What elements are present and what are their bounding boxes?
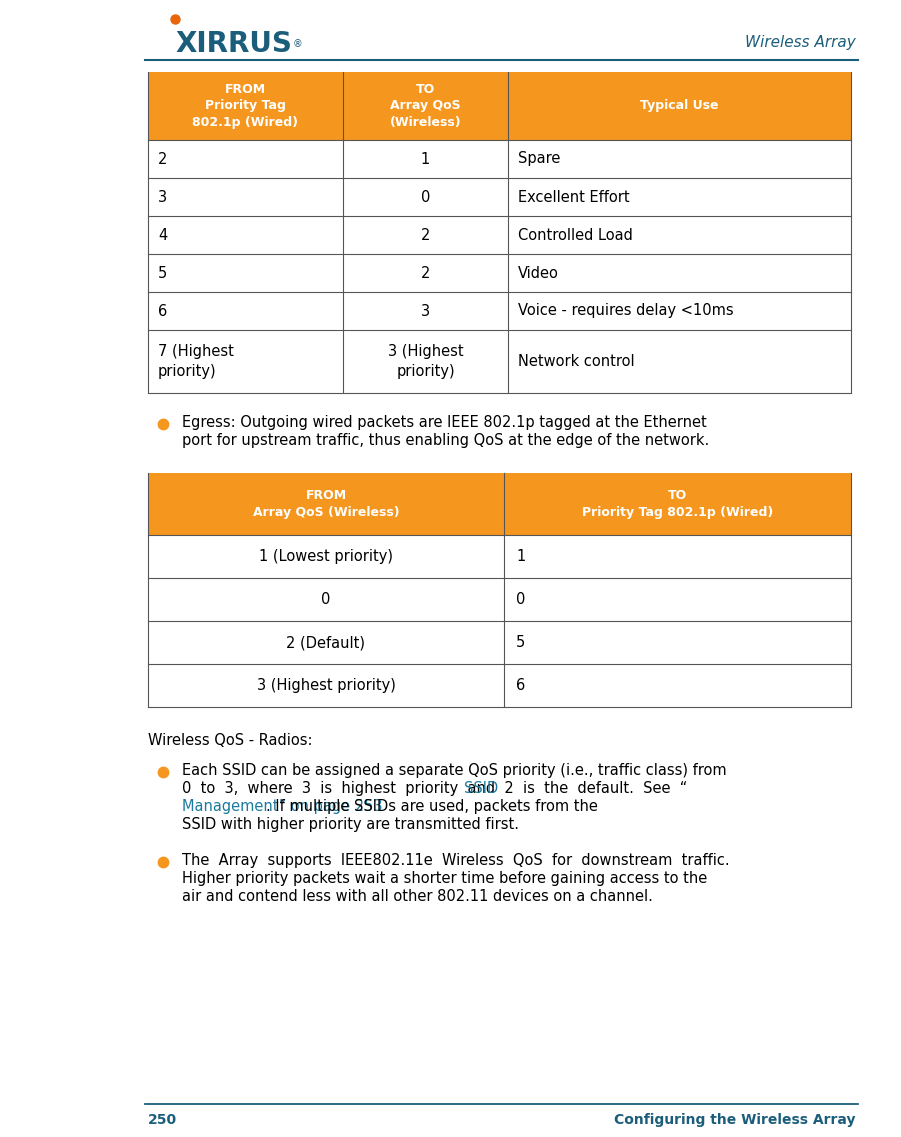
Text: XIRRUS: XIRRUS (175, 30, 292, 58)
Text: Each SSID can be assigned a separate QoS priority (i.e., traffic class) from: Each SSID can be assigned a separate QoS… (182, 763, 726, 778)
Text: 3 (Highest
priority): 3 (Highest priority) (387, 345, 463, 379)
Text: SSID: SSID (464, 781, 498, 796)
Text: SSID with higher priority are transmitted first.: SSID with higher priority are transmitte… (182, 818, 519, 832)
Text: 3: 3 (421, 304, 430, 318)
Text: The  Array  supports  IEEE802.11e  Wireless  QoS  for  downstream  traffic.: The Array supports IEEE802.11e Wireless … (182, 853, 730, 868)
Bar (148, 140, 851, 179)
Text: Spare: Spare (518, 151, 560, 166)
Text: 1: 1 (516, 549, 525, 564)
Text: Management” on page 253: Management” on page 253 (182, 799, 383, 814)
Bar (148, 578, 851, 621)
Text: 2: 2 (421, 227, 430, 242)
Text: Wireless QoS - Radios:: Wireless QoS - Radios: (148, 733, 313, 748)
Bar (148, 330, 851, 393)
Bar (148, 179, 851, 216)
Text: Video: Video (518, 266, 559, 281)
Text: Higher priority packets wait a shorter time before gaining access to the: Higher priority packets wait a shorter t… (182, 871, 707, 886)
Bar (148, 72, 851, 140)
Text: TO
Array QoS
(Wireless): TO Array QoS (Wireless) (390, 83, 461, 128)
Text: 4: 4 (158, 227, 168, 242)
Text: 7 (Highest
priority): 7 (Highest priority) (158, 345, 234, 379)
Text: Wireless Array: Wireless Array (745, 35, 856, 50)
Text: 2: 2 (158, 151, 168, 166)
Text: 5: 5 (516, 634, 525, 650)
Bar (148, 292, 851, 330)
Text: Voice - requires delay <10ms: Voice - requires delay <10ms (518, 304, 733, 318)
Text: 2 (Default): 2 (Default) (287, 634, 366, 650)
Bar (148, 536, 851, 578)
Text: port for upstream traffic, thus enabling QoS at the edge of the network.: port for upstream traffic, thus enabling… (182, 433, 709, 448)
Text: FROM
Priority Tag
802.1p (Wired): FROM Priority Tag 802.1p (Wired) (193, 83, 298, 128)
Text: 0: 0 (322, 592, 331, 607)
Bar (148, 621, 851, 664)
Text: Network control: Network control (518, 354, 634, 370)
Text: Excellent Effort: Excellent Effort (518, 190, 630, 205)
Text: 0: 0 (421, 190, 430, 205)
Text: air and contend less with all other 802.11 devices on a channel.: air and contend less with all other 802.… (182, 889, 653, 904)
Text: 2: 2 (421, 266, 430, 281)
Text: 1 (Lowest priority): 1 (Lowest priority) (259, 549, 393, 564)
Bar (148, 216, 851, 254)
Bar (148, 664, 851, 707)
Text: Typical Use: Typical Use (641, 100, 719, 113)
Text: ®: ® (293, 39, 303, 49)
Text: FROM
Array QoS (Wireless): FROM Array QoS (Wireless) (252, 489, 399, 518)
Text: 6: 6 (516, 678, 525, 692)
Text: TO
Priority Tag 802.1p (Wired): TO Priority Tag 802.1p (Wired) (582, 489, 773, 518)
Text: Controlled Load: Controlled Load (518, 227, 633, 242)
Text: Configuring the Wireless Array: Configuring the Wireless Array (614, 1113, 855, 1127)
Text: 6: 6 (158, 304, 168, 318)
Text: 1: 1 (421, 151, 430, 166)
Text: 0: 0 (516, 592, 525, 607)
Text: 5: 5 (158, 266, 168, 281)
Bar (148, 254, 851, 292)
Bar (148, 473, 851, 536)
Text: Egress: Outgoing wired packets are IEEE 802.1p tagged at the Ethernet: Egress: Outgoing wired packets are IEEE … (182, 415, 706, 430)
Text: 3 (Highest priority): 3 (Highest priority) (257, 678, 396, 692)
Text: 250: 250 (148, 1113, 177, 1127)
Text: . If multiple SSIDs are used, packets from the: . If multiple SSIDs are used, packets fr… (266, 799, 598, 814)
Text: 0  to  3,  where  3  is  highest  priority  and  2  is  the  default.  See  “: 0 to 3, where 3 is highest priority and … (182, 781, 687, 796)
Text: 3: 3 (158, 190, 167, 205)
